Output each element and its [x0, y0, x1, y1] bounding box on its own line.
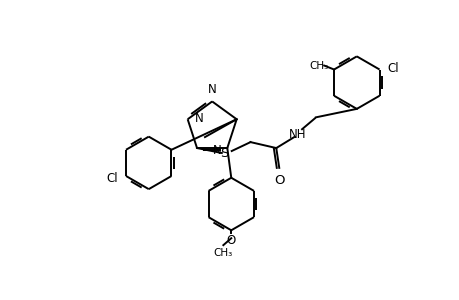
Text: O: O: [226, 234, 235, 247]
Text: N: N: [212, 143, 221, 157]
Text: CH₃: CH₃: [308, 61, 327, 70]
Text: N: N: [194, 112, 203, 125]
Text: Cl: Cl: [106, 172, 118, 185]
Text: N: N: [207, 82, 216, 95]
Text: NH: NH: [289, 128, 306, 141]
Text: O: O: [274, 174, 284, 187]
Text: CH₃: CH₃: [213, 248, 232, 258]
Text: Cl: Cl: [386, 62, 398, 75]
Text: S: S: [220, 148, 229, 160]
